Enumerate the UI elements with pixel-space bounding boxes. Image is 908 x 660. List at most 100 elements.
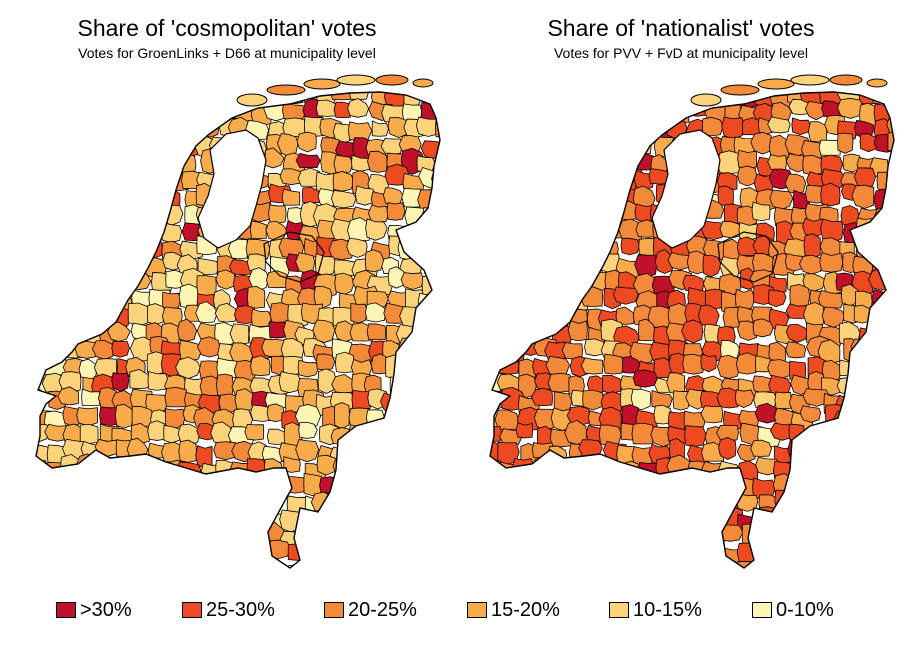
wadden-island bbox=[412, 78, 434, 88]
municipality-region bbox=[789, 473, 811, 496]
municipality-region bbox=[545, 355, 570, 377]
municipality-region bbox=[514, 92, 540, 109]
municipality-region bbox=[785, 562, 810, 568]
municipality-region bbox=[802, 154, 826, 176]
municipality-region bbox=[490, 559, 507, 568]
municipality-region bbox=[96, 526, 119, 547]
municipality-region bbox=[533, 138, 557, 157]
municipality-region bbox=[490, 217, 503, 244]
municipality-region bbox=[688, 507, 714, 528]
municipality-region bbox=[132, 563, 156, 568]
municipality-region bbox=[79, 541, 105, 560]
municipality-region bbox=[490, 310, 506, 329]
municipality-region bbox=[234, 474, 258, 496]
netherlands-choropleth-map bbox=[35, 74, 441, 569]
municipality-region bbox=[331, 509, 351, 525]
municipality-region bbox=[869, 442, 891, 464]
municipality-region bbox=[80, 494, 107, 515]
municipality-region bbox=[177, 423, 200, 446]
municipality-region bbox=[630, 388, 651, 411]
municipality-region bbox=[395, 324, 420, 344]
municipality-region bbox=[619, 460, 643, 483]
municipality-region bbox=[601, 526, 621, 546]
municipality-region bbox=[888, 172, 894, 192]
municipality-region bbox=[383, 409, 404, 434]
municipality-region bbox=[108, 206, 129, 229]
municipality-region bbox=[823, 508, 850, 531]
municipality-region bbox=[875, 477, 894, 501]
legend-swatch bbox=[609, 602, 629, 618]
municipality-region bbox=[854, 424, 877, 449]
municipality-region bbox=[806, 510, 828, 533]
municipality-region bbox=[634, 254, 657, 278]
municipality-region bbox=[218, 478, 242, 502]
municipality-region bbox=[564, 103, 583, 125]
municipality-region bbox=[634, 135, 652, 155]
legend-label: 25-30% bbox=[206, 599, 275, 621]
municipality-region bbox=[114, 457, 135, 481]
municipality-region bbox=[399, 353, 422, 372]
municipality-region bbox=[807, 121, 828, 143]
municipality-region bbox=[111, 92, 131, 105]
municipality-region bbox=[893, 304, 894, 326]
municipality-region bbox=[111, 99, 134, 119]
municipality-region bbox=[888, 189, 894, 208]
country-outline bbox=[489, 91, 895, 569]
municipality-region bbox=[387, 473, 412, 496]
municipality-region bbox=[73, 560, 99, 568]
municipality-region bbox=[147, 371, 170, 391]
municipality-region bbox=[874, 493, 894, 516]
legend-swatch bbox=[182, 602, 202, 618]
municipality-region bbox=[296, 131, 317, 153]
municipality-region bbox=[379, 392, 403, 413]
municipality-region bbox=[333, 101, 353, 119]
municipality-region bbox=[700, 491, 720, 513]
municipality-region bbox=[91, 340, 116, 361]
municipality-region bbox=[767, 154, 787, 173]
municipality-region bbox=[405, 224, 427, 244]
municipality-region bbox=[403, 391, 426, 415]
wadden-island bbox=[866, 78, 888, 88]
municipality-region bbox=[497, 138, 519, 160]
municipality-region bbox=[490, 266, 506, 291]
municipality-region bbox=[773, 445, 798, 464]
municipality-region bbox=[774, 391, 792, 410]
municipality-region bbox=[869, 523, 894, 544]
nationalist-map-panel: Share of 'nationalist' votes Votes for P… bbox=[454, 0, 908, 590]
municipality-region bbox=[886, 98, 894, 119]
municipality-region bbox=[511, 527, 533, 545]
municipality-region bbox=[511, 190, 532, 214]
municipality-region bbox=[892, 284, 894, 310]
municipality-region bbox=[751, 201, 771, 222]
municipality-region bbox=[534, 476, 554, 499]
municipality-region bbox=[891, 526, 894, 550]
municipality-region bbox=[127, 271, 152, 291]
municipality-region bbox=[403, 439, 426, 457]
municipality-region bbox=[512, 236, 534, 261]
municipality-region bbox=[348, 92, 369, 101]
municipality-region bbox=[161, 188, 181, 207]
municipality-region bbox=[147, 544, 172, 566]
municipality-region bbox=[567, 511, 592, 532]
municipality-region bbox=[490, 103, 506, 124]
municipality-region bbox=[164, 540, 191, 560]
municipality-region bbox=[490, 251, 501, 271]
legend-label: 20-25% bbox=[348, 599, 417, 621]
municipality-region bbox=[564, 543, 588, 566]
municipality-region bbox=[250, 220, 267, 240]
municipality-region bbox=[716, 424, 739, 441]
municipality-region bbox=[277, 133, 299, 158]
municipality-region bbox=[620, 237, 641, 256]
municipality-region bbox=[111, 372, 130, 392]
municipality-region bbox=[821, 359, 843, 383]
municipality-region bbox=[791, 117, 811, 136]
municipality-region bbox=[876, 463, 894, 485]
municipality-region bbox=[620, 92, 640, 111]
municipality-region bbox=[334, 272, 355, 296]
municipality-region bbox=[366, 323, 387, 341]
municipality-region bbox=[497, 540, 521, 560]
municipality-region bbox=[47, 491, 65, 517]
municipality-region bbox=[334, 402, 350, 430]
municipality-region bbox=[95, 139, 118, 161]
municipality-region bbox=[227, 238, 249, 260]
